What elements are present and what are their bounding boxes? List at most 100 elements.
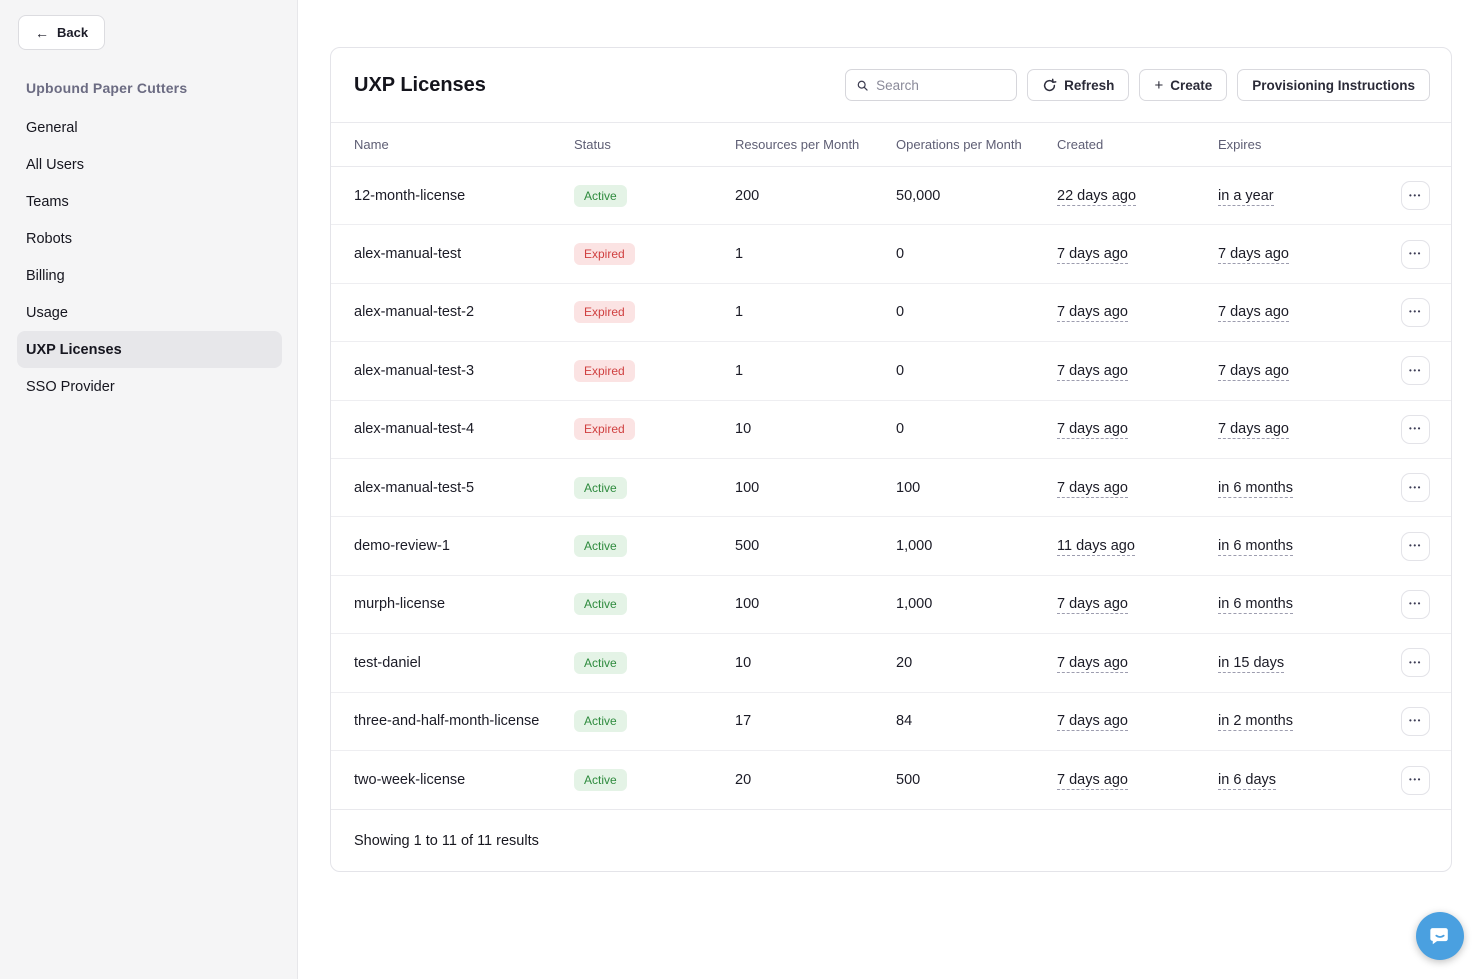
created-cell: 7 days ago (1057, 654, 1218, 673)
create-button-label: Create (1170, 77, 1213, 93)
resources-cell: 500 (735, 538, 760, 555)
table-body: 12-month-license Active 200 50,000 22 da… (331, 167, 1451, 809)
status-cell: Active (574, 476, 735, 499)
created-value[interactable]: 7 days ago (1057, 362, 1128, 381)
status-cell: Active (574, 535, 735, 558)
column-header-operations: Operations per Month (896, 137, 1022, 152)
created-value[interactable]: 7 days ago (1057, 596, 1128, 615)
expires-value[interactable]: in 2 months (1218, 713, 1293, 732)
sidebar-item-teams[interactable]: Teams (17, 183, 282, 220)
provisioning-instructions-button[interactable]: Provisioning Instructions (1237, 69, 1430, 101)
created-value[interactable]: 7 days ago (1057, 479, 1128, 498)
refresh-button[interactable]: Refresh (1027, 69, 1130, 101)
sidebar-item-label: Usage (26, 304, 68, 321)
row-actions-button[interactable]: ••• (1401, 239, 1430, 269)
create-button[interactable]: + Create (1139, 69, 1228, 101)
expires-value[interactable]: 7 days ago (1218, 362, 1289, 381)
refresh-icon (1044, 78, 1057, 91)
sidebar-item-uxp-licenses[interactable]: UXP Licenses (17, 331, 282, 368)
actions-cell: ••• (1379, 589, 1430, 619)
created-value[interactable]: 7 days ago (1057, 654, 1128, 673)
ellipsis-icon: ••• (1409, 307, 1422, 317)
row-actions-button[interactable]: ••• (1401, 297, 1430, 327)
page-title: UXP Licenses (354, 73, 486, 96)
status-badge: Expired (574, 243, 635, 266)
search-input[interactable] (876, 77, 1007, 93)
table-row: alex-manual-test-3 Expired 1 0 7 days ag… (331, 342, 1451, 401)
row-actions-button[interactable]: ••• (1401, 648, 1430, 678)
license-name-cell: murph-license (354, 596, 446, 613)
sidebar-item-label: Billing (26, 267, 65, 284)
row-actions-button[interactable]: ••• (1401, 473, 1430, 503)
created-value[interactable]: 7 days ago (1057, 713, 1128, 732)
sidebar-item-all-users[interactable]: All Users (17, 146, 282, 183)
toolbar: Refresh + Create Provisioning Instructio… (845, 69, 1430, 101)
row-actions-button[interactable]: ••• (1401, 706, 1430, 736)
row-actions-button[interactable]: ••• (1401, 589, 1430, 619)
expires-cell: in 6 months (1218, 596, 1379, 615)
license-name-cell: test-daniel (354, 654, 421, 671)
table-row: murph-license Active 100 1,000 7 days ag… (331, 576, 1451, 635)
status-badge: Active (574, 710, 627, 733)
refresh-button-label: Refresh (1064, 77, 1115, 93)
expires-cell: in 6 months (1218, 538, 1379, 557)
operations-cell: 0 (896, 304, 905, 321)
sidebar: ← Back Upbound Paper Cutters General All… (0, 0, 298, 979)
created-value[interactable]: 7 days ago (1057, 246, 1128, 265)
status-badge: Active (574, 651, 627, 674)
expires-value[interactable]: in 6 days (1218, 772, 1277, 791)
status-cell: Active (574, 593, 735, 616)
created-value[interactable]: 7 days ago (1057, 772, 1128, 791)
chat-bubble-icon (1430, 928, 1448, 945)
sidebar-item-usage[interactable]: Usage (17, 294, 282, 331)
table-row: alex-manual-test-2 Expired 1 0 7 days ag… (331, 284, 1451, 343)
operations-cell: 100 (896, 479, 921, 496)
row-actions-button[interactable]: ••• (1401, 181, 1430, 211)
expires-value[interactable]: 7 days ago (1218, 304, 1289, 323)
actions-cell: ••• (1379, 181, 1430, 211)
status-badge: Active (574, 593, 627, 616)
row-actions-button[interactable]: ••• (1401, 356, 1430, 386)
expires-value[interactable]: in 15 days (1218, 654, 1285, 673)
sidebar-item-billing[interactable]: Billing (17, 257, 282, 294)
actions-cell: ••• (1379, 356, 1430, 386)
status-cell: Expired (574, 359, 735, 382)
operations-cell: 50,000 (896, 187, 941, 204)
sidebar-item-general[interactable]: General (17, 109, 282, 146)
expires-value[interactable]: in 6 months (1218, 479, 1293, 498)
expires-value[interactable]: 7 days ago (1218, 246, 1289, 265)
licenses-card: UXP Licenses Refres (330, 47, 1452, 873)
search-icon (857, 80, 868, 91)
chat-launcher-button[interactable] (1416, 912, 1464, 960)
expires-value[interactable]: in 6 months (1218, 596, 1293, 615)
expires-value[interactable]: in a year (1218, 187, 1274, 206)
search-box[interactable] (845, 69, 1018, 101)
column-header-status: Status (574, 137, 611, 152)
sidebar-item-sso-provider[interactable]: SSO Provider (17, 368, 282, 405)
created-value[interactable]: 22 days ago (1057, 187, 1137, 206)
expires-value[interactable]: 7 days ago (1218, 421, 1289, 440)
row-actions-button[interactable]: ••• (1401, 765, 1430, 795)
resources-cell: 1 (735, 362, 744, 379)
resources-cell: 100 (735, 596, 760, 613)
created-value[interactable]: 11 days ago (1057, 538, 1135, 557)
status-cell: Active (574, 184, 735, 207)
resources-cell: 200 (735, 187, 760, 204)
back-button[interactable]: ← Back (18, 15, 106, 50)
resources-cell: 100 (735, 479, 760, 496)
row-actions-button[interactable]: ••• (1401, 531, 1430, 561)
operations-cell: 1,000 (896, 596, 933, 613)
column-header-resources: Resources per Month (735, 137, 860, 152)
expires-cell: 7 days ago (1218, 362, 1379, 381)
operations-cell: 0 (896, 421, 905, 438)
expires-value[interactable]: in 6 months (1218, 538, 1293, 557)
sidebar-item-robots[interactable]: Robots (17, 220, 282, 257)
sidebar-item-label: All Users (26, 156, 85, 173)
status-badge: Active (574, 769, 627, 792)
table-row: alex-manual-test Expired 1 0 7 days ago … (331, 225, 1451, 284)
created-value[interactable]: 7 days ago (1057, 421, 1128, 440)
org-title: Upbound Paper Cutters (26, 80, 188, 96)
created-value[interactable]: 7 days ago (1057, 304, 1128, 323)
sidebar-nav: General All Users Teams Robots Billing U… (0, 109, 297, 405)
row-actions-button[interactable]: ••• (1401, 414, 1430, 444)
